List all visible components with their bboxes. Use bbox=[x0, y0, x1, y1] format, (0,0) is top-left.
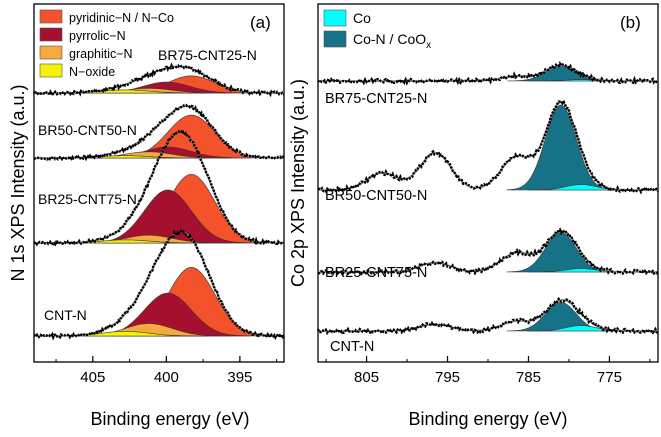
measured-data bbox=[318, 227, 659, 277]
sample-label: BR75-CNT25-N bbox=[158, 47, 257, 63]
panel-b-tag: (b) bbox=[620, 13, 641, 32]
measured-data bbox=[33, 103, 286, 162]
sample-label: BR25-CNT75-N bbox=[38, 191, 137, 207]
panel-b-ylabel: Co 2p XPS Intensity (a.u.) bbox=[288, 79, 308, 287]
measured-data bbox=[33, 228, 285, 341]
legend-label: Co bbox=[353, 10, 371, 26]
measured-data bbox=[317, 99, 659, 195]
sample-label: BR50-CNT50-N bbox=[325, 188, 427, 204]
legend-label: graphitic−N bbox=[69, 47, 133, 61]
legend-label: Co-N / CoOx bbox=[353, 31, 431, 51]
panel-a-ylabel: N 1s XPS Intensity (a.u.) bbox=[8, 84, 28, 281]
x-tick-label: 395 bbox=[227, 369, 252, 386]
spectrum-br50-cnt50-n bbox=[317, 99, 659, 195]
legend-swatch bbox=[39, 45, 63, 60]
panel-a-tag: (a) bbox=[250, 13, 271, 32]
panel-a-xlabel: Binding energy (eV) bbox=[90, 409, 249, 429]
spectrum-br25-cnt75-n bbox=[318, 227, 659, 277]
panel-a-curves bbox=[32, 62, 286, 341]
x-tick-label: 805 bbox=[354, 369, 379, 386]
measured-data bbox=[33, 129, 285, 248]
spectrum-br50-cnt50-n bbox=[33, 103, 286, 162]
panel-a-sample-labels: BR75-CNT25-N BR50-CNT50-N BR25-CNT75-N CNT-… bbox=[38, 47, 257, 323]
panel-a-frame bbox=[33, 3, 285, 363]
legend-label: pyrrolic−N bbox=[69, 29, 126, 43]
spectrum-br25-cnt75-n bbox=[33, 129, 285, 248]
legend-swatch bbox=[39, 9, 63, 24]
measured-data bbox=[316, 61, 659, 86]
panel-b-sample-labels: BR75-CNT25-N BR50-CNT50-N BR25-CNT75-N CNT-… bbox=[325, 91, 427, 355]
panel-b-legend: Co Co-N / CoOx bbox=[323, 9, 431, 51]
sample-label: BR25-CNT75-N bbox=[325, 265, 427, 281]
measured-data bbox=[32, 62, 285, 98]
panel-a-legend: pyridinic−N / N−Co pyrrolic−N graphitic−N N… bbox=[39, 9, 174, 79]
spectrum-br75-cnt25-n bbox=[316, 61, 659, 86]
x-tick-label: 775 bbox=[597, 369, 622, 386]
panel-b-xlabel: Binding energy (eV) bbox=[408, 409, 567, 429]
component-pyrrolic-n bbox=[85, 189, 251, 244]
panel-a-x-ticks: 405 400 395 bbox=[55, 356, 278, 386]
panel-a-n1s: 405 400 395 pyridinic−N / N−Co pyrrolic−N gr… bbox=[8, 3, 286, 429]
sample-label: CNT-N bbox=[44, 307, 87, 323]
x-tick-label: 400 bbox=[154, 369, 179, 386]
sample-label: CNT-N bbox=[330, 339, 374, 355]
spectrum-br75-cnt25-n bbox=[32, 62, 285, 98]
x-tick-label: 405 bbox=[80, 369, 105, 386]
legend-swatch bbox=[323, 9, 347, 27]
sample-label: BR75-CNT25-N bbox=[325, 91, 427, 107]
spectrum-cnt-n bbox=[33, 228, 285, 341]
component-co-n-coo-x bbox=[506, 104, 615, 191]
panel-b-x-ticks: 805 795 785 775 bbox=[325, 356, 651, 386]
legend-swatch bbox=[323, 30, 347, 48]
legend-label: pyridinic−N / N−Co bbox=[69, 11, 174, 25]
legend-swatch bbox=[39, 63, 63, 78]
sample-label: BR50-CNT50-N bbox=[38, 122, 137, 138]
legend-swatch bbox=[39, 27, 63, 42]
measured-data bbox=[316, 296, 659, 336]
panel-b-curves bbox=[316, 61, 659, 336]
spectrum-cnt-n bbox=[316, 296, 659, 336]
x-tick-label: 795 bbox=[435, 369, 460, 386]
x-tick-label: 785 bbox=[516, 369, 541, 386]
legend-label: N−oxide bbox=[69, 65, 115, 79]
